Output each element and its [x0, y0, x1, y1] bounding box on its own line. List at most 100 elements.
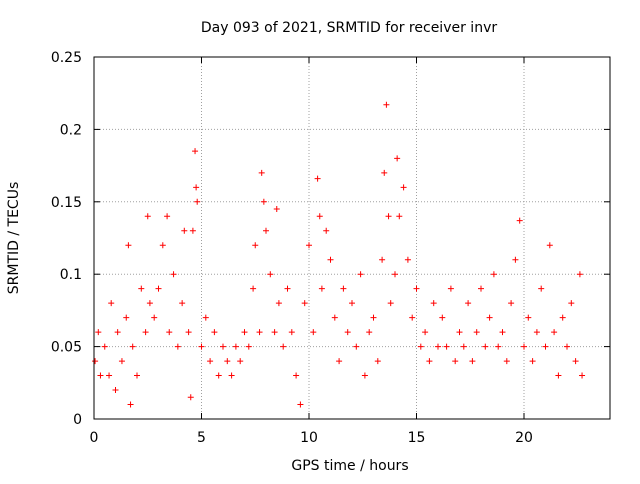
- data-point: [473, 329, 480, 336]
- data-point: [525, 314, 532, 321]
- data-point: [435, 343, 441, 350]
- data-point: [260, 198, 267, 205]
- y-tick-label: 0.15: [51, 195, 82, 211]
- data-point: [314, 175, 321, 182]
- data-point: [198, 343, 205, 350]
- data-point: [361, 372, 368, 379]
- data-point: [151, 314, 158, 321]
- data-point: [340, 285, 347, 292]
- data-point: [512, 256, 519, 263]
- data-point: [495, 343, 502, 350]
- data-point: [118, 358, 125, 365]
- data-point: [404, 256, 411, 263]
- x-tick-label: 20: [515, 430, 533, 446]
- data-point: [112, 387, 119, 394]
- chart-title: Day 093 of 2021, SRMTID for receiver inv…: [201, 20, 497, 36]
- data-point: [95, 329, 102, 336]
- data-point: [460, 343, 467, 350]
- data-point: [166, 329, 173, 336]
- data-point: [164, 213, 171, 220]
- data-point: [155, 285, 162, 292]
- data-point: [387, 300, 394, 307]
- data-point: [108, 300, 115, 307]
- data-point: [331, 314, 338, 321]
- data-point: [129, 343, 136, 350]
- data-point: [426, 358, 433, 365]
- data-point: [452, 358, 459, 365]
- data-point: [146, 300, 153, 307]
- data-point: [174, 343, 181, 350]
- data-point: [482, 343, 489, 350]
- x-tick-label: 5: [197, 430, 206, 446]
- data-point: [123, 314, 130, 321]
- data-point: [159, 242, 166, 249]
- data-point: [344, 329, 351, 336]
- y-axis-label: SRMTID / TECUs: [6, 182, 22, 295]
- data-point: [194, 198, 201, 205]
- data-point: [211, 329, 218, 336]
- data-point: [127, 401, 134, 408]
- data-point: [207, 358, 214, 365]
- x-tick-label: 0: [90, 430, 99, 446]
- data-point: [327, 256, 334, 263]
- axis-ticks: 0 5 10 15 20 0 0.05 0.1 0.15 0.2 0.25: [51, 50, 610, 446]
- data-point: [101, 343, 108, 350]
- data-point: [193, 184, 200, 191]
- data-point: [185, 329, 192, 336]
- data-point: [572, 358, 579, 365]
- data-point: [381, 169, 388, 176]
- data-point: [499, 329, 506, 336]
- plot-frame: [93, 56, 611, 420]
- data-point: [400, 184, 407, 191]
- data-point: [385, 213, 392, 220]
- data-point: [252, 242, 259, 249]
- data-point: [284, 285, 291, 292]
- data-point: [516, 217, 523, 224]
- data-point: [546, 242, 553, 249]
- data-point: [430, 300, 437, 307]
- data-point: [555, 372, 562, 379]
- data-point: [564, 343, 570, 350]
- data-point: [551, 329, 558, 336]
- data-point: [256, 329, 263, 336]
- data-point: [392, 271, 398, 278]
- data-point: [353, 343, 360, 350]
- data-point: [349, 300, 355, 307]
- data-point: [568, 300, 575, 307]
- data-point: [134, 372, 140, 379]
- data-point: [413, 285, 420, 292]
- data-point: [316, 213, 323, 220]
- data-points: [92, 101, 586, 408]
- data-point: [267, 271, 274, 278]
- data-point: [258, 169, 265, 176]
- data-point: [383, 101, 390, 108]
- data-point: [301, 300, 308, 307]
- data-point: [189, 227, 196, 234]
- data-point: [250, 285, 257, 292]
- x-tick-label: 10: [300, 430, 318, 446]
- data-point: [271, 329, 278, 336]
- data-point: [237, 358, 244, 365]
- data-point: [306, 242, 312, 249]
- y-tick-label: 0.1: [60, 267, 82, 283]
- data-point: [336, 358, 343, 365]
- data-point: [478, 285, 484, 292]
- data-point: [533, 329, 540, 336]
- data-point: [409, 314, 416, 321]
- data-point: [366, 329, 373, 336]
- data-point: [443, 343, 450, 350]
- data-point: [297, 401, 304, 408]
- data-point: [486, 314, 493, 321]
- data-point: [228, 372, 235, 379]
- data-point: [192, 148, 199, 155]
- data-point: [396, 213, 403, 220]
- data-point: [379, 256, 386, 263]
- data-point: [521, 343, 527, 350]
- data-point: [357, 271, 364, 278]
- data-point: [542, 343, 549, 350]
- data-point: [187, 394, 194, 401]
- data-point: [224, 358, 231, 365]
- y-tick-label: 0: [73, 412, 82, 428]
- data-point: [144, 213, 151, 220]
- data-point: [92, 358, 99, 365]
